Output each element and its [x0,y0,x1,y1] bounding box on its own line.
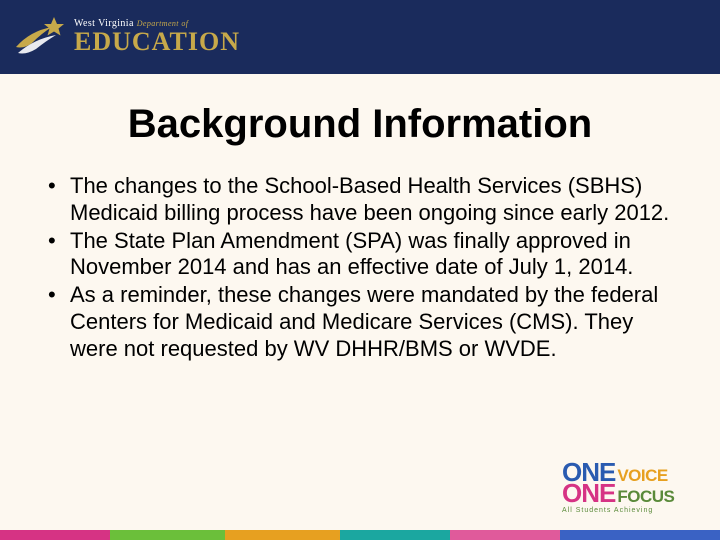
logo-voice: VOICE [617,469,667,483]
stripe-segment [110,530,225,540]
logo-education-word: EDUCATION [74,29,240,55]
stripe-segment [560,530,720,540]
slide-content: The changes to the School-Based Health S… [0,147,720,363]
one-voice-one-focus-logo: ONE VOICE ONE FOCUS All Students Achievi… [562,462,702,528]
stripe-segment [225,530,340,540]
bullet-item: As a reminder, these changes were mandat… [44,282,676,362]
logo-star-swoosh-icon [12,13,68,61]
stripe-segment [0,530,110,540]
wv-education-logo: West Virginia Department of EDUCATION [12,13,240,61]
stripe-segment [450,530,560,540]
bullet-list: The changes to the School-Based Health S… [44,173,676,363]
bullet-item: The changes to the School-Based Health S… [44,173,676,227]
slide-header: West Virginia Department of EDUCATION [0,0,720,74]
logo-focus: FOCUS [617,490,674,504]
logo-tagline: All Students Achieving [562,508,702,514]
logo-one2: ONE [562,483,615,504]
slide-title: Background Information [0,102,720,147]
bullet-item: The State Plan Amendment (SPA) was final… [44,228,676,282]
logo-text: West Virginia Department of EDUCATION [74,19,240,55]
stripe-segment [340,530,450,540]
footer-color-stripe [0,530,720,540]
